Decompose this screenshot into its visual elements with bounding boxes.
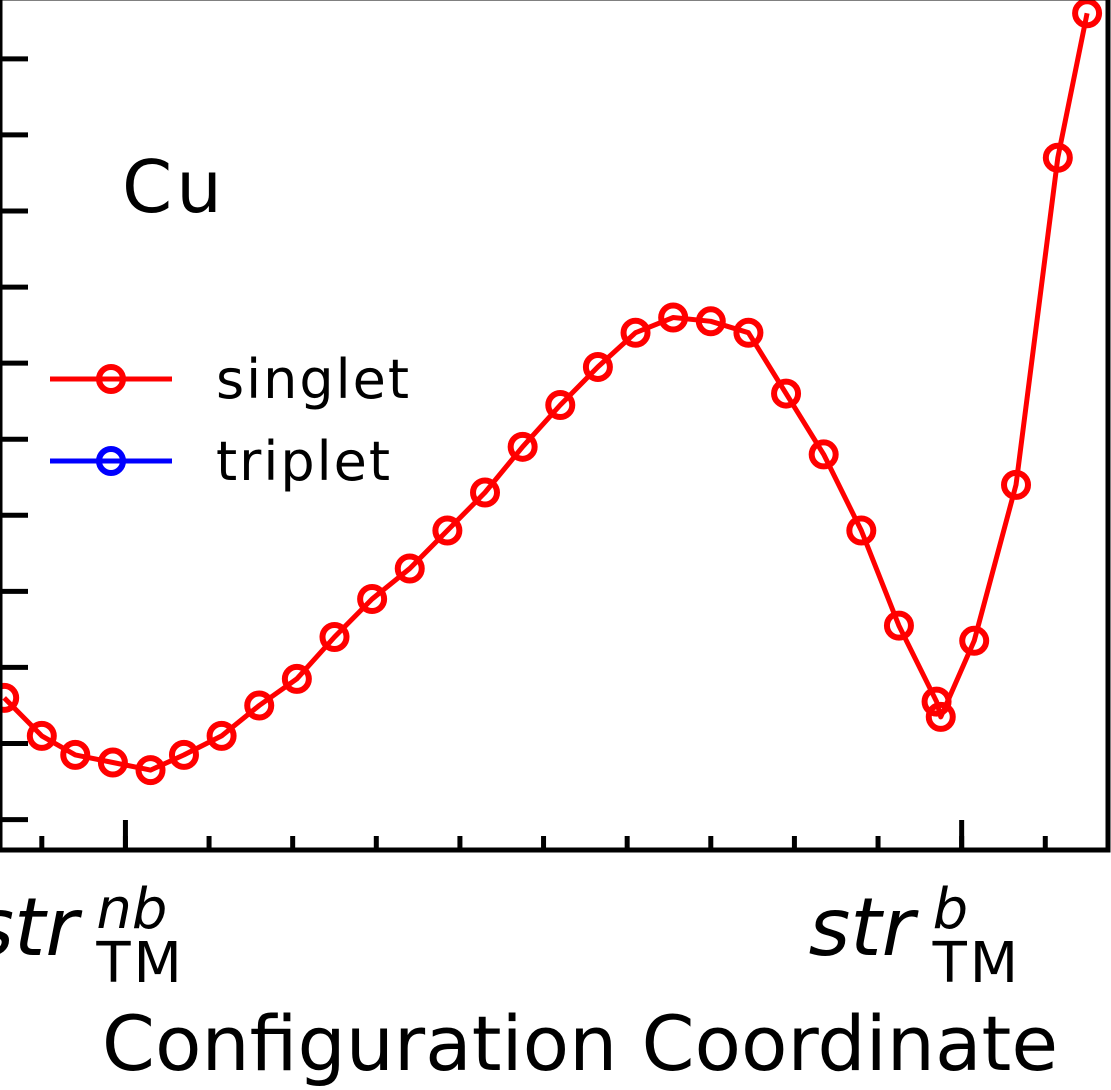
legend: singlet triplet [50,348,411,493]
data-point-singlet [319,622,350,652]
series-layer [0,0,1103,786]
data-point-singlet [135,755,166,786]
data-point-singlet [26,720,57,751]
data-point-singlet [1042,142,1073,173]
data-point-singlet [808,439,839,470]
x-axis-label: Configuration Coordinate [102,999,1058,1088]
data-point-singlet [507,431,538,462]
data-point-singlet [582,351,613,382]
legend-singlet-label: singlet [216,348,411,411]
data-point-singlet [921,686,952,717]
data-point-singlet [168,739,199,770]
data-point-singlet [281,663,312,694]
data-point-singlet [733,317,764,348]
plot-frame [0,0,1111,853]
x-tick-label-0: strnbTM [0,877,185,996]
data-point-singlet [394,553,425,584]
data-point-singlet [620,317,651,348]
legend-singlet-marker [96,364,126,394]
data-point-singlet [0,682,20,713]
x-tick-label-1: str bTM [809,877,1022,996]
x-tick-label-base: str [809,881,920,974]
data-point-singlet [357,583,388,614]
x-tick-label-base: str [0,881,83,974]
data-point-singlet [1072,0,1103,29]
data-point-singlet [97,747,128,778]
x-tick-labels: strnbTMstrbTM [0,877,1022,996]
x-tick-label-superscript: nb [96,877,167,942]
data-point-singlet [244,690,275,721]
data-point-singlet [206,720,237,751]
data-point-singlet [432,515,463,546]
x-tick-label-superscript: b [933,877,969,942]
data-point-singlet [470,477,501,508]
data-point-singlet [60,739,91,770]
data-point-singlet [883,610,914,641]
element-annotation: Cu [122,145,226,229]
data-point-singlet [846,515,877,546]
data-point-singlet [1001,469,1032,500]
data-point-singlet [658,302,689,333]
data-point-singlet [771,378,802,409]
legend-triplet-marker [96,446,126,476]
data-point-singlet [959,625,990,656]
x-tick-label-subscript: TM [932,931,1022,996]
data-point-singlet [695,306,726,337]
legend-triplet-label: triplet [216,430,392,493]
series-line-singlet [2,12,1090,773]
data-point-singlet [925,701,956,732]
x-tick-label-subscript: TM [95,931,185,996]
data-point-singlet [545,389,576,420]
